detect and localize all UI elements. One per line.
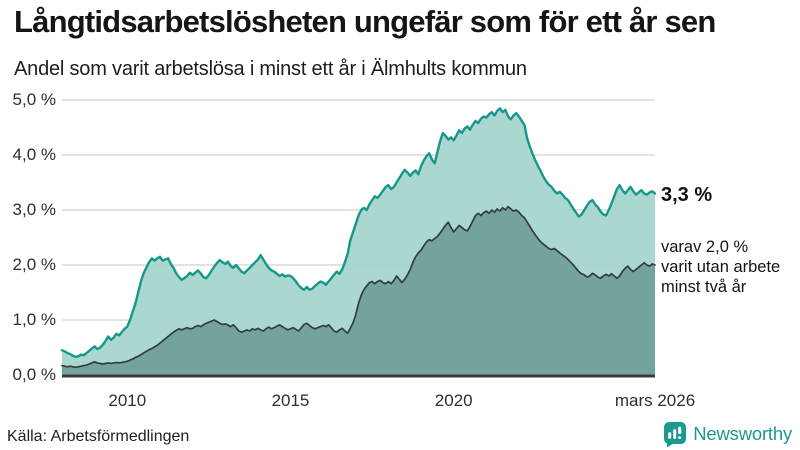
newsworthy-wordmark: Newsworthy bbox=[693, 423, 792, 444]
chart-title: Långtidsarbetslösheten ungefär som för e… bbox=[14, 4, 716, 39]
source-caption: Källa: Arbetsförmedlingen bbox=[7, 428, 190, 445]
newsworthy-logo[interactable]: Newsworthy bbox=[663, 421, 792, 447]
x-tick-label: 2010 bbox=[108, 391, 147, 410]
secondary-annotation: varav 2,0 % varit utan arbete minst två … bbox=[661, 238, 781, 296]
y-tick-label: 0,0 % bbox=[12, 365, 56, 384]
x-tick-label: mars 2026 bbox=[614, 391, 696, 410]
newsworthy-icon bbox=[664, 421, 687, 447]
chart-subtitle: Andel som varit arbetslösa i minst ett å… bbox=[14, 58, 527, 80]
y-tick-label: 5,0 % bbox=[12, 90, 56, 109]
latest-value-label: 3,3 % bbox=[661, 184, 713, 206]
y-tick-label: 4,0 % bbox=[12, 145, 56, 164]
y-tick-label: 3,0 % bbox=[12, 200, 56, 219]
x-tick-label: 2015 bbox=[271, 391, 310, 410]
y-tick-label: 2,0 % bbox=[12, 255, 56, 274]
y-tick-label: 1,0 % bbox=[12, 310, 56, 329]
line-minst-tva-ar bbox=[61, 205, 656, 369]
x-tick-label: 2020 bbox=[434, 391, 473, 410]
area-minst-tva-ar bbox=[62, 206, 655, 375]
line-minst-ett-ar bbox=[60, 107, 657, 359]
